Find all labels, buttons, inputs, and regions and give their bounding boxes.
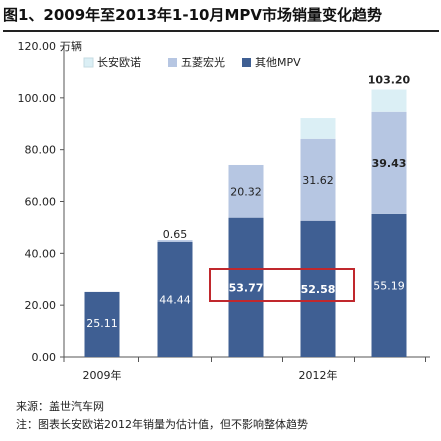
total-label: 103.20: [368, 74, 411, 87]
bar-other-mpv: [300, 220, 336, 357]
source-note: 来源：盖世汽车网: [16, 400, 104, 413]
bar-wuling-hongguang: [157, 240, 193, 242]
x-tick-label: 2012年: [299, 368, 338, 382]
bar-other-mpv: [371, 213, 407, 357]
data-label: 53.77: [229, 281, 264, 294]
bar-other-mpv: [84, 291, 120, 357]
legend-label: 长安欧诺: [97, 55, 141, 69]
highlight-box: [209, 268, 355, 302]
data-label: 31.62: [302, 174, 334, 187]
bar-wuling-hongguang: [300, 138, 336, 221]
chart-title: 图1、2009年至2013年1-10月MPV市场销量变化趋势: [3, 2, 439, 32]
y-tick-label: 100.00: [18, 92, 57, 105]
data-label: 44.44: [159, 293, 191, 306]
data-label: 20.32: [230, 185, 262, 198]
bar-wuling-hongguang: [371, 111, 407, 214]
y-tick-label: 0.00: [32, 351, 57, 364]
legend-label: 其他MPV: [255, 56, 301, 69]
footnote: 注：图表长安欧诺2012年销量为估计值，但不影响整体趋势: [16, 418, 308, 431]
data-label: 39.43: [372, 157, 407, 170]
data-label: 25.11: [86, 317, 118, 330]
legend-swatch: [83, 57, 94, 68]
data-label: 52.58: [301, 283, 336, 296]
bar-other-mpv: [228, 217, 264, 357]
bar-wuling-hongguang: [228, 164, 264, 218]
y-tick-label: 60.00: [25, 196, 57, 209]
y-tick-label: 20.00: [25, 299, 57, 312]
bar-changan-ounuo: [371, 89, 407, 112]
y-tick-label: 80.00: [25, 144, 57, 157]
legend-swatch: [242, 58, 251, 67]
data-label: 55.19: [373, 279, 405, 292]
y-unit-label: 万辆: [60, 39, 82, 53]
y-tick-label: 40.00: [25, 247, 57, 260]
legend-label: 五菱宏光: [181, 55, 225, 69]
x-tick-label: 2009年: [83, 368, 122, 382]
y-tick-label: 120.00: [18, 40, 57, 53]
bar-changan-ounuo: [300, 118, 336, 139]
legend-swatch: [168, 58, 177, 67]
data-label: 0.65: [163, 228, 188, 241]
bar-other-mpv: [157, 241, 193, 357]
